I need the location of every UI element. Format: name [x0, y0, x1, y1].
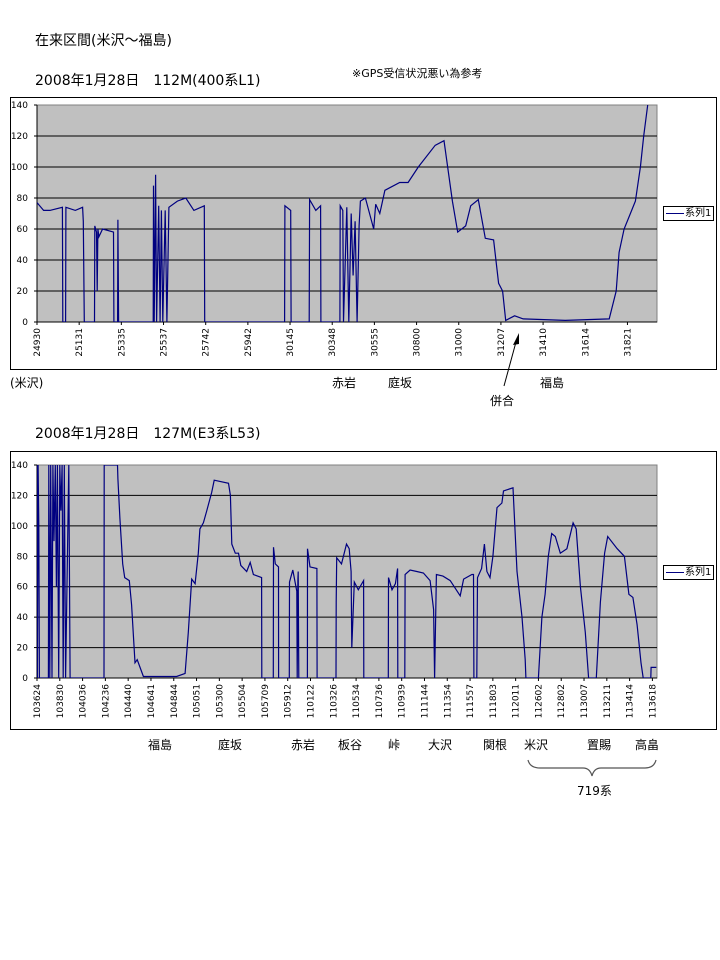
x-tick-label: 104236 — [101, 684, 111, 719]
station-label: 庭坂 — [388, 376, 413, 390]
y-tick-label: 140 — [11, 101, 28, 111]
plot-area — [36, 464, 658, 679]
x-tick-label: 110939 — [398, 684, 408, 719]
x-tick-label: 103830 — [56, 684, 66, 719]
legend-line-swatch — [666, 212, 684, 214]
y-tick-label: 0 — [22, 674, 28, 684]
x-tick-label: 104844 — [170, 684, 180, 719]
station-label: 置賜 — [587, 738, 612, 752]
x-tick-label: 31207 — [497, 328, 507, 357]
chart-2-legend: 系列1 — [663, 565, 715, 580]
x-tick-label: 113211 — [603, 684, 613, 718]
station-label: 米沢 — [524, 738, 549, 752]
x-tick-label: 110534 — [352, 684, 362, 719]
station-label: 大沢 — [428, 738, 453, 752]
chart-2-title: 2008年1月28日 127M(E3系L53) — [35, 426, 261, 442]
x-tick-label: 104036 — [79, 684, 89, 719]
x-tick-label: 31614 — [581, 328, 591, 357]
x-tick-label: 30348 — [328, 328, 338, 357]
x-tick-label: 112011 — [512, 684, 522, 718]
x-tick-label: 111144 — [420, 684, 430, 719]
y-tick-label: 100 — [11, 163, 28, 173]
y-tick-label: 140 — [11, 461, 28, 471]
x-tick-label: 113007 — [580, 684, 590, 718]
y-tick-label: 60 — [17, 225, 29, 235]
x-tick-label: 113618 — [648, 684, 658, 719]
legend-line-swatch — [666, 571, 684, 573]
y-tick-label: 100 — [11, 522, 28, 532]
x-tick-label: 31410 — [539, 328, 549, 357]
x-tick-label: 110122 — [307, 684, 317, 718]
annotation-label: 併合 — [490, 394, 515, 408]
station-label: 高畠 — [635, 738, 660, 752]
x-tick-label: 30555 — [370, 328, 380, 357]
legend-label: 系列1 — [685, 208, 712, 219]
chart-1-legend: 系列1 — [663, 206, 715, 221]
y-tick-label: 20 — [17, 644, 29, 654]
chart-1-title: 2008年1月28日 112M(400系L1) — [35, 73, 261, 89]
x-tick-label: 30145 — [286, 328, 296, 357]
x-tick-label: 110326 — [329, 684, 339, 719]
y-tick-label: 40 — [17, 256, 29, 266]
x-tick-label: 103624 — [33, 684, 43, 719]
y-tick-label: 80 — [17, 552, 29, 562]
x-tick-label: 111354 — [443, 684, 453, 719]
x-tick-label: 25942 — [244, 328, 254, 357]
station-label: 福島 — [540, 376, 565, 390]
y-tick-label: 120 — [11, 491, 28, 501]
station-label: (米沢) — [10, 376, 44, 390]
x-tick-label: 111803 — [489, 684, 499, 718]
x-tick-label: 25742 — [202, 328, 212, 357]
x-tick-label: 31821 — [623, 328, 633, 357]
x-tick-label: 105051 — [193, 684, 203, 718]
station-label: 赤岩 — [291, 738, 316, 752]
x-tick-label: 25335 — [117, 328, 127, 357]
x-tick-label: 25131 — [75, 328, 85, 357]
x-tick-label: 105504 — [238, 684, 248, 719]
chart-1-note: ※GPS受信状況悪い為参考 — [352, 67, 483, 80]
x-tick-label: 112802 — [557, 684, 567, 718]
x-tick-label: 111557 — [466, 684, 476, 718]
station-label: 庭坂 — [218, 738, 243, 752]
bracket-label: 719系 — [577, 784, 612, 798]
y-tick-label: 80 — [17, 194, 29, 204]
station-label: 峠 — [388, 738, 401, 752]
x-tick-label: 105912 — [284, 684, 294, 718]
legend-label: 系列1 — [685, 567, 712, 578]
x-tick-label: 113414 — [626, 684, 636, 719]
x-tick-label: 105709 — [261, 684, 271, 719]
x-tick-label: 30800 — [413, 328, 423, 357]
y-tick-label: 20 — [17, 287, 29, 297]
x-tick-label: 25537 — [160, 328, 170, 357]
x-tick-label: 105300 — [215, 684, 225, 719]
station-label: 関根 — [483, 738, 508, 752]
x-tick-label: 104641 — [147, 684, 157, 718]
station-label: 板谷 — [338, 738, 363, 752]
x-tick-label: 31000 — [455, 328, 465, 357]
station-label: 赤岩 — [332, 376, 357, 390]
series-1-line — [37, 105, 649, 322]
station-label: 福島 — [148, 738, 173, 752]
y-tick-label: 40 — [17, 613, 29, 623]
page-title: 在来区間(米沢～福島) — [35, 33, 172, 49]
series-1-line — [37, 465, 657, 678]
x-tick-label: 104440 — [124, 684, 134, 719]
y-tick-label: 120 — [11, 132, 28, 142]
y-tick-label: 60 — [17, 583, 29, 593]
x-tick-label: 110736 — [375, 684, 385, 719]
x-tick-label: 24930 — [33, 328, 43, 357]
x-tick-label: 112602 — [534, 684, 544, 718]
y-tick-label: 0 — [22, 318, 28, 328]
